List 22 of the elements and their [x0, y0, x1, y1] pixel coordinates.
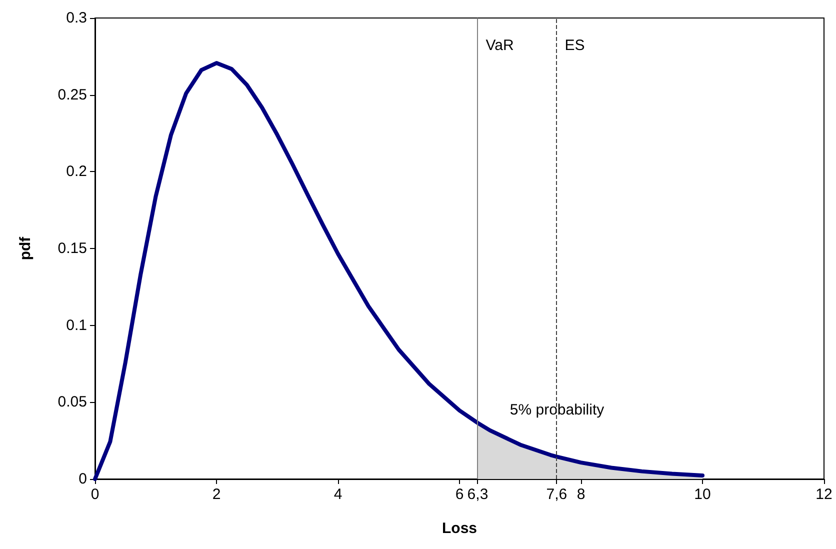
- ref-line-label: VaR: [486, 37, 514, 54]
- x-tick-label: 6,3: [467, 486, 488, 503]
- y-tick-label: 0.25: [58, 86, 87, 104]
- y-tick-label: 0.15: [58, 240, 87, 257]
- line-series: [93, 61, 704, 481]
- annotation: 5% probability: [510, 402, 605, 418]
- x-tick-label: 10: [694, 486, 711, 503]
- x-tick-label: 12: [816, 486, 832, 503]
- y-tick-label: 0.2: [66, 163, 87, 180]
- x-tick-label: 8: [576, 486, 586, 503]
- ref-line-label: ES: [564, 37, 585, 54]
- y-tick-label: 0.3: [66, 10, 87, 26]
- y-axis-title: pdf: [17, 236, 34, 260]
- y-tick-label: 0.05: [58, 394, 87, 411]
- y-tick-label: 0.1: [66, 316, 87, 334]
- x-tick-label: 2: [212, 486, 221, 503]
- x-tick-label: 7,6: [546, 486, 568, 503]
- x-tick-label: 6: [455, 486, 464, 503]
- y-tick-label: 0: [78, 470, 87, 488]
- x-tick-label: 4: [334, 486, 342, 503]
- x-axis-title: Loss: [442, 520, 478, 537]
- x-tick-label: 0: [90, 486, 100, 503]
